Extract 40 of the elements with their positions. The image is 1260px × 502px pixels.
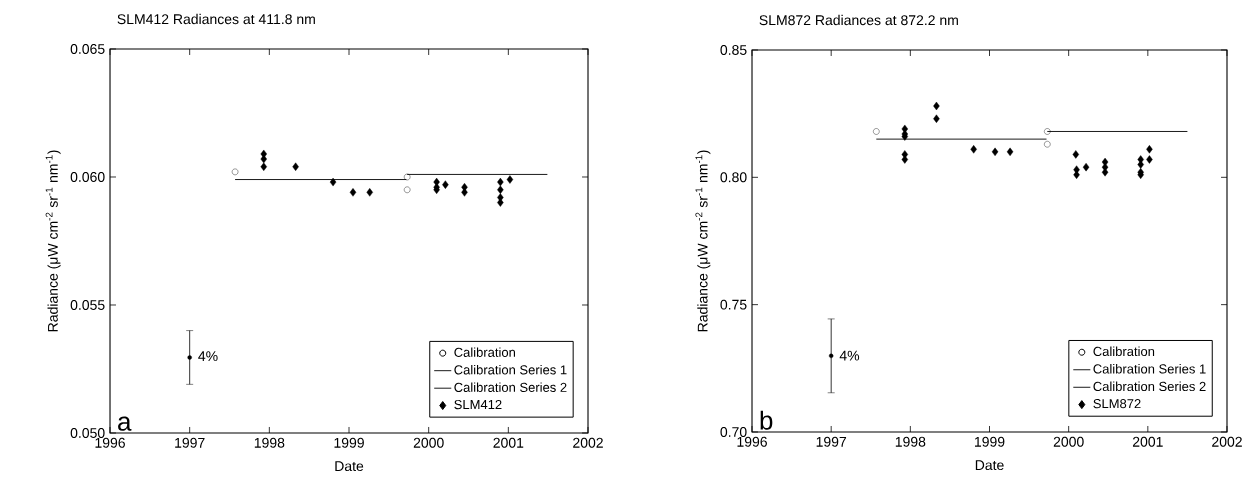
- legend-label: SLM412: [454, 399, 502, 410]
- x-tick-label: 1997: [816, 436, 847, 447]
- chart-title: SLM412 Radiances at 411.8 nm: [117, 13, 315, 25]
- y-tick-label: 0.80: [720, 172, 747, 183]
- x-tick-label: 2001: [493, 437, 524, 448]
- x-tick-label: 1998: [895, 436, 926, 447]
- y-tick-label: 0.050: [70, 428, 105, 438]
- x-tick-label: 2002: [1212, 436, 1242, 447]
- x-tick-label: 2002: [573, 437, 603, 448]
- x-tick-label: 1996: [95, 437, 125, 448]
- x-axis-title: Date: [335, 461, 364, 472]
- x-tick-label: 1996: [737, 436, 767, 447]
- y-tick-label: 0.85: [720, 45, 747, 55]
- legend-label: Calibration Series 2: [454, 382, 567, 392]
- y-tick-label: 0.75: [720, 299, 747, 310]
- legend-label: Calibration: [1093, 346, 1155, 357]
- legend-label: Calibration Series 2: [1093, 381, 1206, 392]
- annotation: b: [760, 410, 773, 430]
- x-tick-label: 2000: [1053, 436, 1084, 447]
- x-axis-title: Date: [975, 460, 1004, 471]
- y-tick-label: 0.70: [720, 427, 747, 437]
- legend-label: SLM872: [1093, 399, 1141, 409]
- annotation: 4%: [198, 351, 218, 362]
- x-tick-label: 1999: [334, 437, 364, 448]
- annotation: 4%: [839, 350, 860, 361]
- chart-title: SLM872 Radiances at 872.2 nm: [759, 14, 958, 26]
- legend-label: Calibration Series 1: [454, 364, 567, 375]
- x-tick-label: 1999: [975, 436, 1005, 447]
- x-tick-label: 2001: [1132, 436, 1163, 447]
- annotation: a: [118, 416, 132, 431]
- legend-label: Calibration Series 1: [1093, 363, 1206, 374]
- y-axis-title: Radiance (μW cm$^{-2}$ sr$^{-1}$ nm$^{-1}$): [695, 150, 711, 332]
- x-tick-label: 2000: [413, 437, 444, 448]
- y-axis-title: Radiance (μW cm$^{-2}$ sr$^{-1}$ nm$^{-1}$): [45, 150, 61, 332]
- x-tick-label: 1998: [254, 437, 285, 448]
- y-tick-label: 0.060: [70, 172, 105, 182]
- x-tick-label: 1997: [175, 437, 205, 448]
- y-tick-label: 0.065: [70, 44, 105, 54]
- y-tick-label: 0.055: [70, 300, 105, 310]
- legend-label: Calibration: [454, 347, 515, 357]
